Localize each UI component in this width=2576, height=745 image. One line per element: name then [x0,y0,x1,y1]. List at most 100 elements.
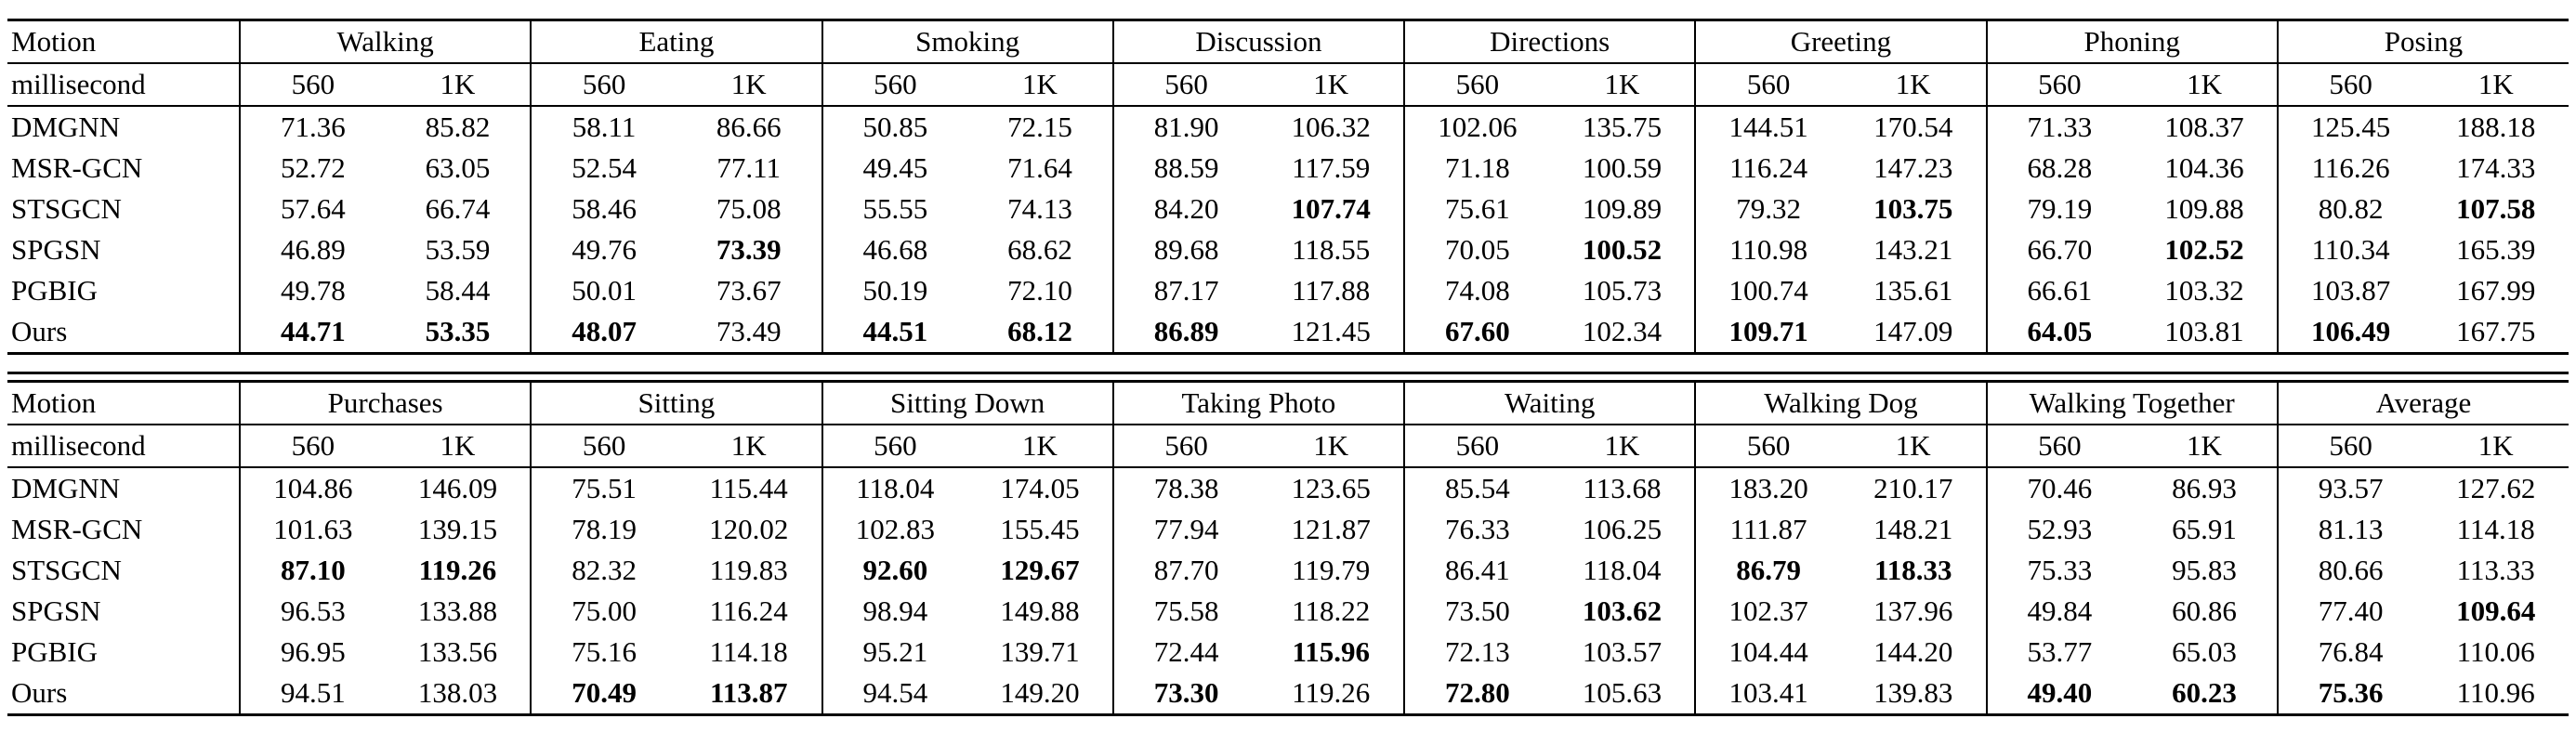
error-value-cell: 75.08 [716,192,782,225]
error-value-cell: 75.58 [1111,591,1259,632]
error-value-cell: 103.62 [1582,595,1663,627]
error-value-cell: 144.51 [1694,106,1841,148]
horizon-header: 1K [2132,63,2278,107]
error-value-cell: 118.22 [1292,595,1371,627]
error-value-cell: 125.45 [2276,106,2424,148]
motion-group-header: Purchases [238,381,532,425]
error-value-cell: 57.64 [239,189,386,229]
horizon-header: 560 [239,425,386,468]
error-value-cell: 137.96 [1873,595,1953,627]
method-row: STSGCN 57.64 66.74 58.46 75.08 55.55 74.13 84.2… [7,189,2569,229]
horizon-header: 1K [1840,63,1987,107]
error-value-cell: 72.80 [1403,673,1550,715]
error-value-cell: 86.66 [716,111,782,143]
motion-group-header: Discussion [1111,20,1405,64]
error-value-cell: 52.93 [1985,509,2133,550]
error-value-cell: 86.89 [1111,311,1259,354]
error-value-cell: 50.01 [530,270,677,311]
error-value-cell: 80.66 [2276,550,2424,591]
error-value-cell: 121.45 [1291,315,1371,347]
error-value-cell: 114.18 [2456,513,2535,545]
error-value-cell: 74.13 [1007,192,1072,225]
error-value-cell: 49.78 [239,270,386,311]
error-value-cell: 49.45 [821,148,968,189]
horizon-header: 1K [1258,63,1405,107]
error-value-cell: 75.16 [530,632,677,673]
horizon-header: 1K [1258,425,1405,468]
error-value-cell: 143.21 [1873,233,1953,266]
horizon-header: 560 [2276,63,2424,107]
error-value-cell: 79.32 [1694,189,1841,229]
error-value-cell: 72.13 [1403,632,1550,673]
error-value-cell: 109.89 [1582,192,1663,225]
error-value-cell: 77.94 [1111,509,1259,550]
error-value-cell: 68.62 [1007,233,1072,266]
horizon-header: 560 [239,63,386,107]
error-value-cell: 68.12 [1007,315,1072,347]
error-value-cell: 78.38 [1111,467,1259,509]
error-value-cell: 113.68 [1583,472,1662,504]
error-value-cell: 73.67 [716,274,782,307]
millisecond-header-row: millisecond 560 1K 560 1K 560 1K 560 1K 560 1K 560 1… [7,425,2569,468]
error-value-cell: 82.32 [530,550,677,591]
error-value-cell: 170.54 [1873,111,1953,143]
error-value-cell: 77.40 [2276,591,2424,632]
error-value-cell: 71.36 [239,106,386,148]
motion-group-header: Directions [1403,20,1696,64]
error-value-cell: 106.32 [1291,111,1371,143]
error-value-cell: 100.59 [1582,151,1663,184]
error-value-cell: 80.82 [2276,189,2424,229]
error-value-cell: 78.19 [530,509,677,550]
error-value-cell: 104.86 [239,467,386,509]
error-value-cell: 116.26 [2276,148,2424,189]
error-value-cell: 46.68 [821,229,968,270]
millisecond-header-label: millisecond [7,425,240,468]
error-value-cell: 103.57 [1582,635,1663,668]
error-value-cell: 155.45 [1000,513,1080,545]
error-value-cell: 63.05 [425,151,491,184]
error-value-cell: 147.23 [1873,151,1953,184]
horizon-header: 560 [821,425,968,468]
error-value-cell: 60.86 [2172,595,2237,627]
motion-group-header: Waiting [1403,381,1696,425]
horizon-header: 1K [2132,425,2278,468]
error-value-cell: 71.64 [1007,151,1072,184]
error-value-cell: 103.75 [1873,192,1953,225]
error-value-cell: 135.61 [1873,274,1953,307]
results-table-bottom: Motion Purchases Sitting Sitting Down Taking… [7,380,2569,716]
error-value-cell: 64.05 [1985,311,2133,354]
horizon-header: 560 [1694,425,1841,468]
error-value-cell: 65.03 [2172,635,2237,668]
error-value-cell: 174.33 [2456,151,2536,184]
error-value-cell: 93.57 [2276,467,2424,509]
error-value-cell: 68.28 [1985,148,2133,189]
error-value-cell: 103.32 [2164,274,2244,307]
motion-group-header: Sitting Down [821,381,1113,425]
error-value-cell: 75.61 [1403,189,1550,229]
error-value-cell: 94.51 [239,673,386,715]
method-name: SPGSN [11,595,101,627]
error-value-cell: 96.53 [239,591,386,632]
error-value-cell: 76.33 [1403,509,1550,550]
error-value-cell: 49.84 [1985,591,2133,632]
error-value-cell: 86.93 [2172,472,2237,504]
error-value-cell: 101.63 [239,509,386,550]
error-value-cell: 102.52 [2164,233,2244,266]
error-value-cell: 110.96 [2456,676,2535,709]
error-value-cell: 110.06 [2456,635,2535,668]
error-value-cell: 135.75 [1582,111,1663,143]
error-value-cell: 79.19 [1985,189,2133,229]
error-value-cell: 48.07 [530,311,677,354]
horizon-header: 1K [967,425,1113,468]
motion-group-header: Walking Together [1985,381,2278,425]
motion-header-row: Motion Walking Eating Smoking Discussion Dire… [7,20,2569,64]
method-row: Ours 44.71 53.35 48.07 73.49 44.51 68.12 86.89 1… [7,311,2569,354]
error-value-cell: 70.49 [530,673,677,715]
error-value-cell: 44.71 [239,311,386,354]
error-value-cell: 118.04 [821,467,968,509]
method-row: SPGSN 96.53 133.88 75.00 116.24 98.94 149.88 75… [7,591,2569,632]
error-value-cell: 102.34 [1582,315,1663,347]
error-value-cell: 70.46 [1985,467,2133,509]
error-value-cell: 87.17 [1111,270,1259,311]
error-value-cell: 115.96 [1292,635,1370,668]
